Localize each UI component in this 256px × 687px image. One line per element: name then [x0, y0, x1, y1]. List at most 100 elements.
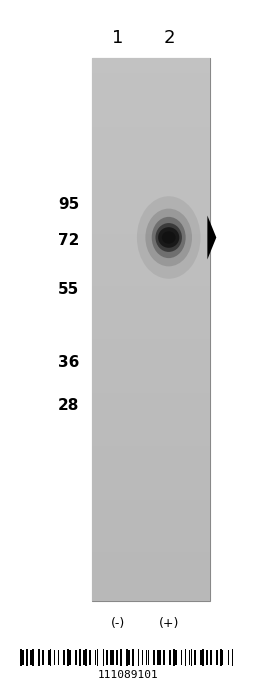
Bar: [48, 650, 49, 665]
Bar: [92, 382, 210, 384]
Bar: [92, 350, 210, 352]
Bar: [92, 178, 210, 179]
Bar: [92, 549, 210, 550]
Bar: [92, 198, 210, 199]
Bar: [92, 324, 210, 326]
Bar: [92, 259, 210, 261]
Bar: [92, 495, 210, 496]
Bar: [92, 447, 210, 449]
Bar: [92, 453, 210, 455]
Bar: [92, 487, 210, 489]
Bar: [92, 105, 210, 107]
Bar: [85, 649, 87, 666]
Bar: [92, 545, 210, 547]
Bar: [92, 556, 210, 558]
Bar: [92, 493, 210, 495]
Bar: [92, 536, 210, 538]
Bar: [92, 210, 210, 212]
Bar: [92, 279, 210, 281]
Bar: [92, 283, 210, 284]
Bar: [92, 243, 210, 245]
Bar: [92, 387, 210, 390]
Bar: [92, 124, 210, 125]
Bar: [92, 558, 210, 559]
Bar: [69, 650, 71, 665]
Bar: [92, 317, 210, 319]
Bar: [92, 587, 210, 589]
Bar: [89, 650, 91, 665]
Bar: [92, 357, 210, 359]
Bar: [92, 136, 210, 138]
Bar: [92, 205, 210, 207]
Bar: [92, 301, 210, 302]
Bar: [92, 71, 210, 73]
Bar: [92, 288, 210, 290]
Bar: [30, 650, 32, 665]
Text: 28: 28: [58, 398, 79, 414]
Bar: [67, 649, 69, 666]
Bar: [92, 238, 210, 239]
Bar: [92, 496, 210, 498]
Bar: [92, 424, 210, 426]
Bar: [92, 464, 210, 466]
Bar: [92, 144, 210, 145]
Bar: [92, 346, 210, 348]
Bar: [92, 153, 210, 155]
Bar: [92, 433, 210, 435]
Bar: [92, 449, 210, 451]
Bar: [92, 578, 210, 579]
Bar: [92, 333, 210, 335]
Bar: [92, 373, 210, 375]
Bar: [54, 650, 55, 665]
Bar: [92, 236, 210, 238]
Bar: [92, 355, 210, 357]
Bar: [92, 519, 210, 521]
Bar: [92, 563, 210, 565]
Bar: [92, 330, 210, 332]
Bar: [92, 442, 210, 444]
Bar: [92, 91, 210, 93]
Bar: [92, 482, 210, 484]
Bar: [92, 286, 210, 288]
Bar: [92, 335, 210, 337]
Bar: [92, 440, 210, 442]
Bar: [92, 218, 210, 219]
Bar: [92, 196, 210, 198]
Ellipse shape: [158, 227, 179, 248]
Bar: [185, 649, 186, 666]
Bar: [32, 649, 34, 666]
Bar: [92, 125, 210, 127]
Bar: [220, 649, 221, 666]
Bar: [92, 312, 210, 313]
Bar: [92, 155, 210, 156]
Bar: [92, 458, 210, 460]
Bar: [92, 174, 210, 176]
Bar: [92, 169, 210, 170]
Bar: [146, 650, 147, 665]
Bar: [92, 427, 210, 429]
Bar: [92, 96, 210, 98]
Bar: [92, 409, 210, 411]
Bar: [92, 342, 210, 344]
Text: 72: 72: [58, 233, 79, 248]
Bar: [92, 250, 210, 252]
Ellipse shape: [162, 232, 176, 244]
Bar: [163, 650, 165, 665]
Bar: [92, 89, 210, 91]
Bar: [92, 62, 210, 64]
Bar: [92, 258, 210, 259]
Bar: [92, 67, 210, 69]
Bar: [92, 415, 210, 416]
Bar: [92, 513, 210, 515]
Ellipse shape: [155, 223, 182, 252]
Bar: [92, 82, 210, 84]
Bar: [126, 649, 128, 666]
Bar: [92, 264, 210, 267]
Bar: [92, 396, 210, 398]
Bar: [92, 212, 210, 214]
Bar: [92, 341, 210, 342]
Bar: [92, 230, 210, 232]
Bar: [92, 462, 210, 464]
Text: 36: 36: [58, 354, 79, 370]
Bar: [92, 500, 210, 502]
